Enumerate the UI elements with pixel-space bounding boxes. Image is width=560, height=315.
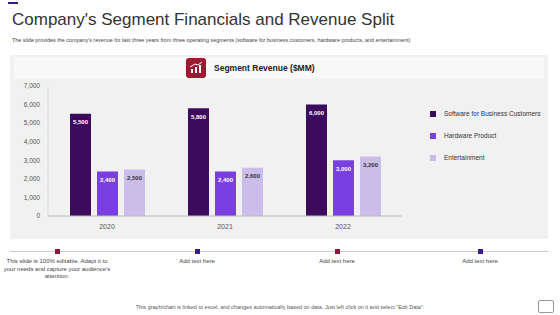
svg-text:2,400: 2,400 (100, 177, 116, 183)
html-text:Software for Business Customer: Software for Business Customers (444, 110, 541, 117)
html-text:Add text here: Add text here (179, 258, 215, 264)
svg-text:2,500: 2,500 (127, 175, 143, 181)
svg-text:0: 0 (36, 212, 40, 219)
html-text:Add text here: Add text here (462, 258, 498, 264)
svg-text:3,200: 3,200 (363, 162, 379, 168)
svg-text:2021: 2021 (217, 223, 233, 230)
svg-text:7,000: 7,000 (24, 82, 41, 89)
svg-text:5,500: 5,500 (73, 119, 89, 125)
svg-text:3,000: 3,000 (336, 166, 352, 172)
svg-text:1,000: 1,000 (24, 194, 41, 201)
svg-text:6,000: 6,000 (24, 101, 41, 108)
svg-text:2,000: 2,000 (24, 175, 41, 182)
html-text:This slide is 100% editable. A: This slide is 100% editable. Adapt it to… (3, 258, 111, 279)
html-text:Hardware Product: Hardware Product (444, 132, 497, 139)
html-text:Add text here: Add text here (319, 258, 355, 264)
svg-text:5,000: 5,000 (24, 119, 41, 126)
svg-text:5,800: 5,800 (191, 114, 207, 120)
svg-text:2,400: 2,400 (218, 177, 234, 183)
html-text:Segment Revenue ($MM): Segment Revenue ($MM) (214, 63, 315, 73)
html-text:Company's Segment Financials a: Company's Segment Financials and Revenue… (12, 10, 395, 29)
html-text:This graph/chart is linked to: This graph/chart is linked to excel, and… (135, 304, 425, 310)
svg-text:3,000: 3,000 (24, 157, 41, 164)
svg-text:2022: 2022 (335, 223, 351, 230)
html-text:The slide provides the company: The slide provides the company's revenue… (12, 37, 411, 43)
svg-text:6,000: 6,000 (309, 110, 325, 116)
html-text:Entertainment: Entertainment (444, 154, 485, 161)
svg-text:2,600: 2,600 (245, 173, 261, 179)
svg-text:2020: 2020 (99, 223, 115, 230)
svg-text:4,000: 4,000 (24, 138, 41, 145)
